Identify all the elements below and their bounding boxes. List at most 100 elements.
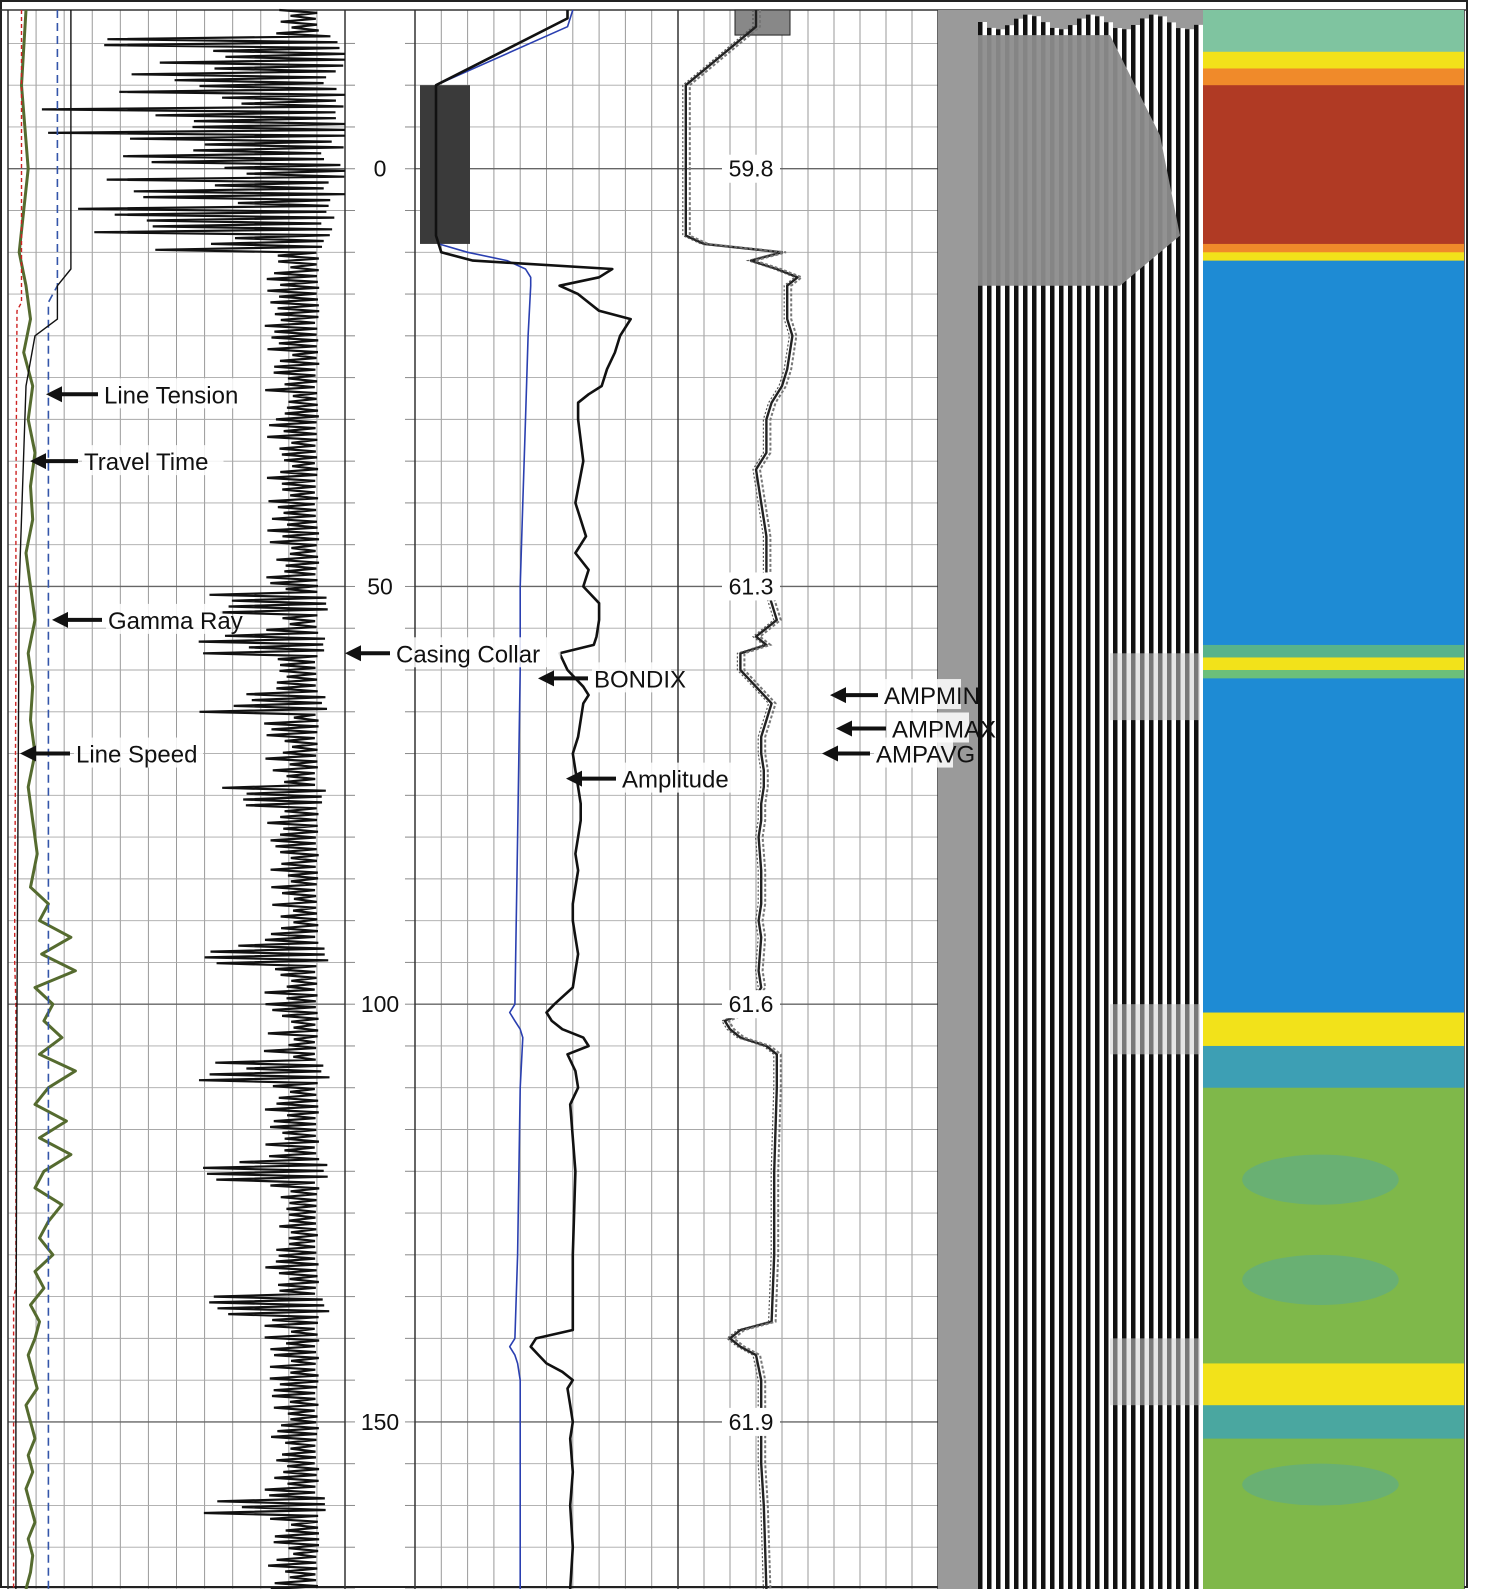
- cement-map-track: [1203, 10, 1464, 1589]
- annotation-gamma-ray: Gamma Ray: [52, 603, 243, 635]
- annotation-label: Amplitude: [622, 767, 729, 794]
- vdl-stripe: [1068, 25, 1073, 1589]
- vdl-gap: [1162, 16, 1167, 1589]
- annotation-arrow-head: [830, 687, 846, 704]
- vdl-gap: [1180, 28, 1185, 1589]
- log-curves: [12, 9, 804, 1589]
- vdl-chevron-band: [1110, 1004, 1200, 1055]
- vdl-stripe: [1140, 18, 1145, 1589]
- depth-tick-labels: 0 50 100 150: [358, 154, 404, 1436]
- annotation-label-bg: [874, 737, 953, 768]
- depth-label: 150: [361, 1409, 399, 1435]
- series-line-tension: [47, 10, 59, 1589]
- cement-map-band: [1203, 1363, 1464, 1406]
- vdl-gap: [991, 27, 996, 1589]
- annotation-label-bg: [74, 737, 203, 768]
- vdl-chevron-band: [1110, 1338, 1200, 1406]
- annotation-label-bg: [890, 712, 969, 743]
- vdl-freepipe-region: [978, 35, 1180, 286]
- vdl-gap: [1018, 18, 1023, 1589]
- annotation-arrow-head: [20, 745, 36, 762]
- cement-map-band: [1203, 1012, 1464, 1047]
- depth-label-bg: [358, 990, 404, 1019]
- cement-map-patch: [1242, 1154, 1399, 1205]
- vdl-gap: [1027, 14, 1032, 1589]
- depth-label: 100: [361, 991, 399, 1017]
- depth-track: [345, 10, 415, 1589]
- casing-collar-curve: [41, 8, 346, 1589]
- annotation-arrow-head: [538, 670, 554, 687]
- annotation-arrow-head: [46, 386, 62, 403]
- tt-label-bg: [722, 990, 780, 1019]
- cement-map-band: [1203, 10, 1464, 53]
- series-ampavg: [684, 10, 799, 1589]
- travel-time-label: 61.3: [729, 573, 774, 599]
- annotation-label: BONDIX: [594, 666, 686, 693]
- vdl-gap: [1054, 27, 1059, 1589]
- vdl-gap: [1153, 14, 1158, 1589]
- vdl-stripe: [1167, 22, 1172, 1589]
- cement-map-band: [1203, 678, 1464, 1014]
- cement-map-band: [1203, 1405, 1464, 1440]
- annotation-line-speed: Line Speed: [20, 737, 203, 769]
- vdl-stripe: [1113, 28, 1118, 1589]
- cbl-fill-areas: [420, 9, 791, 244]
- annotation-line-tension: Line Tension: [46, 378, 256, 409]
- vdl-stripe: [1149, 14, 1154, 1589]
- annotation-arrow-head: [822, 745, 838, 762]
- vdl-stripe: [1194, 24, 1199, 1589]
- track3-grid: [677, 10, 939, 1589]
- annotation-label-bg: [882, 679, 961, 710]
- cement-map-band: [1203, 85, 1464, 245]
- annotation-casing-collar: Casing Collar: [345, 637, 561, 668]
- series-amplitude: [434, 10, 633, 1589]
- travel-time-label: 61.9: [729, 1409, 774, 1435]
- cement-map-band: [1203, 252, 1464, 262]
- vdl-stripe: [978, 22, 983, 1589]
- cement-map-patch: [1242, 1463, 1399, 1506]
- vdl-stripe: [1050, 27, 1055, 1589]
- vdl-stripe: [1122, 29, 1127, 1589]
- annotation-ampmin: AMPMIN: [830, 679, 980, 710]
- vdl-stripe: [1041, 22, 1046, 1589]
- series-bondix: [435, 9, 574, 1589]
- annotation-amplitude: Amplitude: [566, 762, 737, 794]
- annotation-arrow-head: [345, 645, 361, 662]
- cement-map-band: [1203, 1438, 1464, 1589]
- vdl-chevron-band: [1110, 653, 1200, 721]
- cement-map-band: [1203, 1045, 1464, 1089]
- travel-time-label: 59.8: [729, 156, 774, 182]
- annotation-bondix: BONDIX: [538, 662, 686, 693]
- vdl-gap: [1117, 28, 1122, 1589]
- annotation-label-bg: [82, 445, 224, 476]
- vdl-gap: [1108, 22, 1113, 1589]
- cement-map-band: [1203, 657, 1464, 671]
- vdl-gap: [1135, 24, 1140, 1589]
- series-ampmin: [682, 10, 796, 1589]
- depth-label-bg: [358, 154, 404, 183]
- depth-track-ticks: [345, 42, 415, 1589]
- vdl-stripe: [1131, 24, 1136, 1589]
- annotation-label-bg: [620, 762, 737, 793]
- depth-label: 50: [367, 573, 393, 599]
- vdl-gap: [1126, 29, 1131, 1589]
- vdl-stripe: [987, 27, 992, 1589]
- vdl-stripe: [1176, 28, 1181, 1589]
- annotation-label: Casing Collar: [396, 641, 540, 668]
- annotation-label: Travel Time: [84, 449, 208, 476]
- annotation-arrow-head: [52, 611, 68, 628]
- vdl-gap: [1045, 22, 1050, 1589]
- depth-label-bg: [358, 572, 404, 601]
- series-line-speed: [12, 10, 23, 1589]
- annotation-arrow-head: [566, 770, 582, 787]
- vdl-stripe: [1023, 14, 1028, 1589]
- vdl-stripe: [1059, 29, 1064, 1589]
- cement-map-patch: [1242, 1254, 1399, 1305]
- vdl-stripe: [1032, 16, 1037, 1589]
- annotation-arrow-head: [836, 720, 852, 737]
- travel-time-labels: 59.8 61.3 61.6 61.9: [722, 154, 780, 1436]
- vdl-stripe: [1185, 29, 1190, 1589]
- vdl-stripe: [1005, 25, 1010, 1589]
